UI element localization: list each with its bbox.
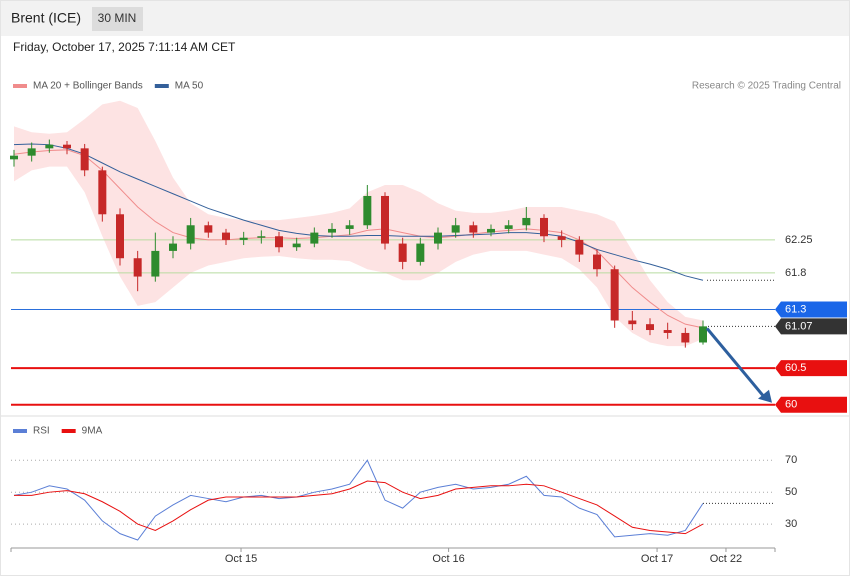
candle-body	[63, 144, 71, 149]
candle-body	[257, 236, 266, 238]
y-tick-label: 30	[785, 518, 797, 530]
candle-body	[434, 232, 442, 244]
candle-body	[345, 225, 354, 229]
candle-body	[80, 148, 89, 171]
candle-body	[133, 258, 142, 277]
candle-body	[222, 232, 230, 240]
last-price-tag	[775, 318, 847, 335]
candle-body	[522, 217, 531, 226]
candle-body	[398, 243, 407, 262]
candle-body	[451, 225, 460, 233]
level-label: 61.3	[785, 303, 806, 315]
source: Research © 2025 Trading Central	[692, 81, 841, 92]
level-tag	[775, 301, 847, 318]
legend-label: MA 20 + Bollinger Bands	[33, 81, 143, 92]
legend-label: MA 50	[175, 81, 204, 92]
rsi-line	[14, 480, 704, 535]
candle-body	[381, 195, 389, 244]
timeframe-badge[interactable]	[92, 7, 143, 31]
x-tick-label: Oct 17	[641, 553, 673, 565]
level-label: 62.25	[785, 234, 813, 246]
candle-body	[10, 155, 18, 160]
candle-body	[275, 236, 283, 248]
legend-label: RSI	[33, 426, 50, 437]
candle-body	[504, 225, 513, 229]
candle-body	[151, 250, 160, 277]
timeframe: 30 MIN	[98, 11, 137, 25]
subtitle: Friday, October 17, 2025 7:11:14 AM CET	[13, 40, 236, 54]
candle-body	[292, 243, 301, 248]
candle-body	[27, 148, 36, 156]
candle-body	[646, 324, 654, 331]
legend-swatch	[154, 84, 169, 88]
level-label: 60.5	[785, 362, 806, 374]
candle-body	[593, 254, 601, 270]
candle-body	[663, 330, 672, 333]
level-tag	[775, 360, 847, 377]
level-label: 61.8	[785, 267, 806, 279]
candle-body	[239, 237, 248, 240]
candle-body	[98, 170, 107, 215]
rsi-line	[13, 459, 704, 541]
x-tick-label: Oct 15	[225, 553, 257, 565]
candle-body	[169, 243, 177, 251]
legend-swatch	[13, 84, 27, 88]
x-tick-label: Oct 22	[710, 553, 742, 565]
y-tick-label: 50	[785, 486, 797, 498]
candle-body	[540, 217, 548, 237]
candle-body	[116, 214, 124, 259]
legend-swatch	[61, 429, 76, 433]
candle-body	[204, 225, 213, 233]
level-tag	[775, 396, 847, 413]
candle-body	[557, 236, 566, 240]
candle-body	[45, 144, 54, 149]
last-price-label: 61.07	[785, 320, 813, 332]
candle-body	[328, 228, 336, 233]
legend-swatch	[13, 429, 27, 433]
candle-body	[610, 269, 619, 321]
instrument-title: Brent (ICE)	[11, 10, 81, 26]
candle-body	[186, 225, 195, 244]
candle-body	[628, 320, 637, 325]
candle-body	[416, 243, 425, 262]
level-label: 60	[785, 399, 797, 411]
candle-body	[681, 332, 690, 343]
target-arrowhead	[758, 389, 772, 403]
candle-body	[575, 239, 584, 255]
candle-body	[310, 232, 319, 244]
legend-label: 9MA	[82, 426, 103, 437]
candle-body	[487, 228, 495, 233]
target-arrow	[705, 327, 766, 398]
bollinger-band	[14, 100, 703, 347]
candle-body	[469, 225, 478, 233]
moving-average	[13, 143, 704, 281]
x-tick-label: Oct 16	[432, 553, 464, 565]
candle-body	[699, 326, 707, 343]
y-tick-label: 70	[785, 454, 797, 466]
candle-body	[363, 195, 372, 226]
